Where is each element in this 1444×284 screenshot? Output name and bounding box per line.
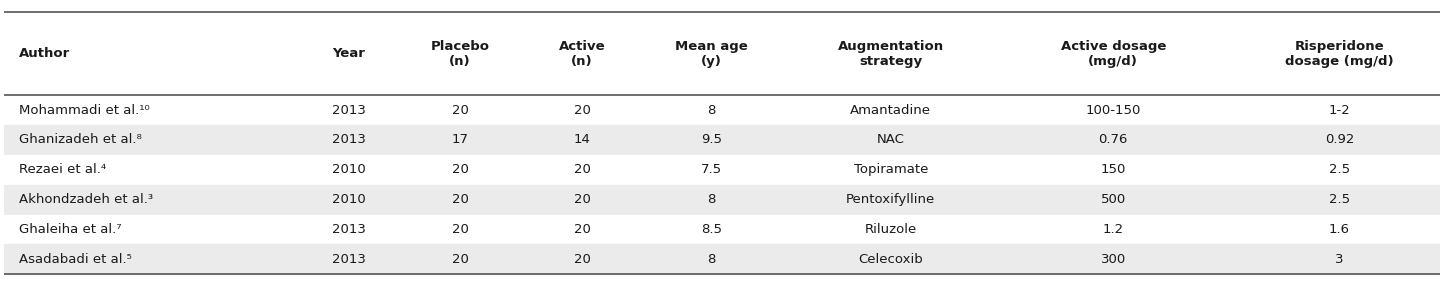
Text: Mean age
(y): Mean age (y) [674,40,748,68]
Text: 3: 3 [1336,253,1343,266]
Text: 2013: 2013 [332,223,365,236]
Text: Celecoxib: Celecoxib [858,253,923,266]
Bar [4,155,1440,185]
Text: Riluzole: Riluzole [865,223,917,236]
Text: 9.5: 9.5 [700,133,722,147]
Text: Mohammadi et al.¹⁰: Mohammadi et al.¹⁰ [19,104,149,116]
Bar [4,245,1440,274]
Text: 17: 17 [452,133,468,147]
Text: Placebo
(n): Placebo (n) [430,40,490,68]
Text: 20: 20 [452,253,468,266]
Text: Active dosage
(mg/d): Active dosage (mg/d) [1060,40,1165,68]
Text: 1.6: 1.6 [1328,223,1350,236]
Text: 20: 20 [452,223,468,236]
Text: 0.92: 0.92 [1324,133,1354,147]
Text: 7.5: 7.5 [700,163,722,176]
Text: 14: 14 [573,133,591,147]
Text: Akhondzadeh et al.³: Akhondzadeh et al.³ [19,193,153,206]
Text: Year: Year [332,47,365,60]
Text: 20: 20 [452,193,468,206]
Text: 8: 8 [708,104,715,116]
Bar [4,95,1440,125]
Text: Pentoxifylline: Pentoxifylline [846,193,936,206]
Text: 0.76: 0.76 [1099,133,1128,147]
Text: 20: 20 [573,104,591,116]
Text: 2010: 2010 [332,193,365,206]
Text: 2013: 2013 [332,133,365,147]
Text: 20: 20 [573,163,591,176]
Text: 1-2: 1-2 [1328,104,1350,116]
Text: Topiramate: Topiramate [853,163,928,176]
Text: 8: 8 [708,193,715,206]
Bar [4,185,1440,215]
Text: 20: 20 [573,253,591,266]
Text: Ghanizadeh et al.⁸: Ghanizadeh et al.⁸ [19,133,142,147]
Text: Author: Author [19,47,69,60]
Text: 20: 20 [573,223,591,236]
Text: 20: 20 [573,193,591,206]
Text: 1.2: 1.2 [1103,223,1123,236]
Text: 2.5: 2.5 [1328,163,1350,176]
Text: 300: 300 [1100,253,1126,266]
Text: Active
(n): Active (n) [559,40,605,68]
Text: Amantadine: Amantadine [851,104,931,116]
Text: 2013: 2013 [332,253,365,266]
Text: Asadabadi et al.⁵: Asadabadi et al.⁵ [19,253,131,266]
Bar [4,215,1440,245]
Text: Risperidone
dosage (mg/d): Risperidone dosage (mg/d) [1285,40,1393,68]
Text: 500: 500 [1100,193,1126,206]
Text: 150: 150 [1100,163,1126,176]
Text: Ghaleiha et al.⁷: Ghaleiha et al.⁷ [19,223,121,236]
Bar [4,125,1440,155]
Text: 8.5: 8.5 [700,223,722,236]
Text: 100-150: 100-150 [1086,104,1141,116]
Text: Rezaei et al.⁴: Rezaei et al.⁴ [19,163,105,176]
Text: 2010: 2010 [332,163,365,176]
Text: 2.5: 2.5 [1328,193,1350,206]
Text: NAC: NAC [877,133,904,147]
Text: 8: 8 [708,253,715,266]
Text: 20: 20 [452,163,468,176]
Text: Augmentation
strategy: Augmentation strategy [838,40,944,68]
Text: 2013: 2013 [332,104,365,116]
Text: 20: 20 [452,104,468,116]
